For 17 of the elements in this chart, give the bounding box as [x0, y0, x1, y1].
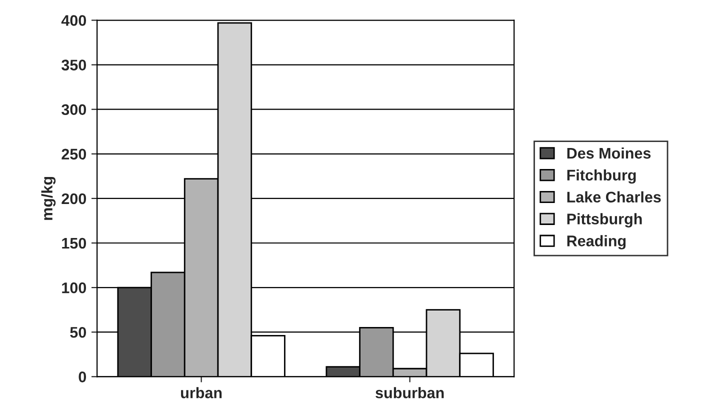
y-tick-label: 0	[78, 372, 86, 382]
y-tick-label: 300	[62, 104, 86, 116]
legend-label: Fitchburg	[567, 169, 636, 184]
y-tick-label: 250	[62, 148, 86, 160]
y-tick-label: 100	[62, 282, 86, 294]
legend-label: Pittsburgh	[567, 213, 642, 228]
legend-label: Des Moines	[567, 147, 651, 159]
y-tick-label: 50	[70, 326, 86, 338]
legend-label: Reading	[567, 235, 626, 250]
y-tick-label: 150	[62, 238, 86, 249]
x-tick-label: suburban	[376, 387, 444, 398]
x-tick-label: urban	[181, 387, 222, 398]
legend-label: Lake Charles	[567, 191, 661, 203]
y-tick-label: 350	[62, 60, 86, 71]
y-tick-label: 200	[62, 193, 86, 204]
y-tick-label: 400	[61, 15, 86, 26]
y-axis-title: mg/kg	[41, 176, 56, 220]
